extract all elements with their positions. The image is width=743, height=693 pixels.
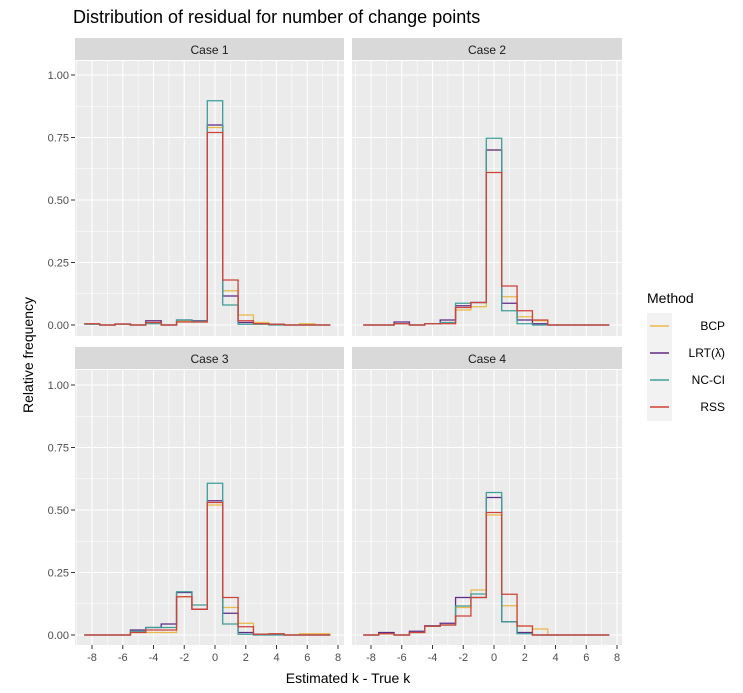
x-tick-label: 8 [614, 652, 620, 664]
y-tick-label: 0.00 [48, 320, 69, 332]
x-tick-label: -6 [397, 652, 407, 664]
legend-key-background [647, 313, 672, 421]
facet-strip [75, 347, 344, 369]
x-tick-label: -2 [179, 652, 189, 664]
facet-strip [352, 38, 622, 60]
x-tick-label: 2 [522, 652, 528, 664]
series-line-rss [84, 131, 331, 326]
x-tick-label: 8 [335, 652, 341, 664]
y-tick-label: 1.00 [48, 380, 69, 392]
x-tick-label: 6 [304, 652, 310, 664]
y-tick-label: 0.75 [48, 443, 69, 455]
x-tick-label: -6 [118, 652, 128, 664]
facet-panel-3: Case 3 0.00 0.25 0.50 0.75 1.00 -8 -6 -4 -2 0 2 4 6 8 [48, 347, 344, 664]
facet-strip-label: Case 2 [468, 43, 506, 57]
y-tick-label: 0.50 [48, 505, 69, 517]
x-tick-label: -8 [87, 652, 97, 664]
y-tick-label: 0.50 [48, 195, 69, 207]
x-tick-label: 0 [212, 652, 218, 664]
facet-strip [75, 38, 344, 60]
panel-background [352, 61, 622, 336]
facet-panel-1: Case 1 0.00 0.25 0.50 0.75 1.00 [48, 38, 344, 336]
legend-label: BCP [700, 319, 725, 333]
x-tick-label: 4 [273, 652, 279, 664]
x-tick-label: 0 [491, 652, 497, 664]
y-tick-label: 0.25 [48, 568, 69, 580]
panel-background [75, 61, 344, 336]
x-tick-label: -4 [149, 652, 159, 664]
x-tick-label: -8 [366, 652, 376, 664]
x-tick-label: 2 [243, 652, 249, 664]
panel-background [75, 370, 344, 645]
series-line-rss [363, 511, 610, 636]
y-tick-label: 0.00 [48, 630, 69, 642]
y-axis-title: Relative frequency [20, 297, 36, 413]
y-tick-label: 1.00 [48, 70, 69, 82]
x-tick-label: 4 [552, 652, 558, 664]
chart-title: Distribution of residual for number of c… [73, 7, 480, 27]
legend-label: LRT(λ̂) [689, 346, 725, 360]
facet-strip-label: Case 1 [190, 43, 228, 57]
x-tick-label: 6 [583, 652, 589, 664]
x-tick-label: -4 [428, 652, 438, 664]
series-line-rss [363, 171, 610, 326]
legend: Method BCP LRT(λ̂) NC-CI RSS [647, 290, 725, 421]
panel-background [352, 370, 622, 645]
x-axis-title: Estimated k - True k [286, 670, 411, 686]
facet-panel-4: Case 4 -8 -6 -4 -2 0 2 4 6 8 [352, 347, 622, 664]
facet-panel-2: Case 2 [352, 38, 622, 336]
legend-label: NC-CI [692, 373, 725, 387]
series-line-rss [84, 501, 331, 636]
y-tick-label: 0.75 [48, 133, 69, 145]
legend-title: Method [647, 290, 694, 306]
facet-strip-label: Case 4 [468, 352, 506, 366]
facet-strip [352, 347, 622, 369]
y-tick-label: 0.25 [48, 258, 69, 270]
x-tick-label: -2 [458, 652, 468, 664]
facet-strip-label: Case 3 [190, 352, 228, 366]
legend-label: RSS [700, 400, 725, 414]
